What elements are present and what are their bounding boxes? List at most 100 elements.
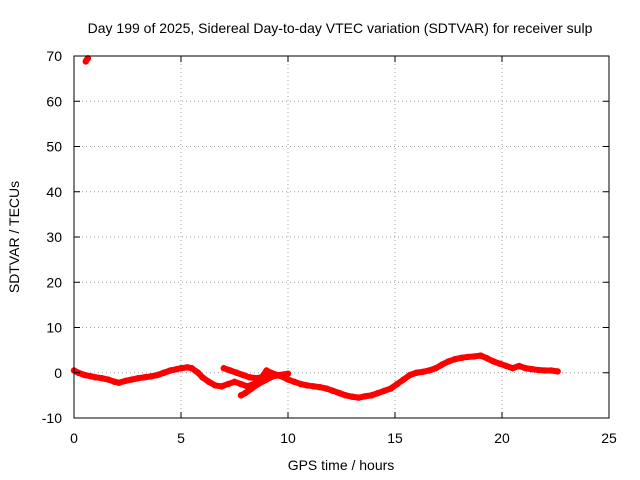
data-point	[393, 380, 401, 388]
y-tick-label: 30	[46, 229, 62, 245]
data-point	[355, 394, 362, 401]
data-point	[147, 373, 155, 380]
data-point	[98, 374, 106, 382]
data-point	[188, 365, 195, 372]
grid-layer	[74, 56, 609, 418]
x-tick-label: 0	[70, 430, 78, 446]
data-point	[503, 362, 510, 370]
data-point	[361, 393, 369, 400]
data-point	[252, 374, 260, 382]
data-point	[84, 55, 92, 62]
data-point	[432, 365, 439, 372]
data-point	[284, 370, 292, 377]
data-point	[413, 369, 420, 376]
data-point	[276, 371, 283, 379]
y-tick-label: 20	[46, 274, 62, 290]
data-point	[342, 392, 349, 399]
data-point	[218, 383, 225, 390]
data-point	[445, 358, 452, 365]
data-point	[470, 353, 478, 360]
data-point	[522, 365, 529, 372]
data-point	[464, 353, 471, 361]
data-point	[115, 379, 123, 386]
data-point	[227, 367, 234, 374]
data-point	[128, 376, 135, 383]
data-point	[406, 371, 414, 379]
tick-layer: 0 5 10 15 20 25 -10 0 10 20 30 40 50 60 70	[42, 48, 617, 446]
data-point	[368, 392, 375, 399]
data-point	[242, 389, 249, 397]
data-point	[122, 377, 129, 385]
data-point	[323, 385, 330, 392]
data-point	[329, 387, 337, 395]
data-point	[205, 378, 213, 385]
y-tick-label: 40	[46, 184, 62, 200]
data-point	[291, 378, 298, 385]
data-point	[535, 366, 542, 374]
data-point	[263, 376, 270, 383]
y-axis-label: SDTVAR / TECUs	[6, 181, 22, 293]
data-point	[349, 393, 356, 400]
data-point	[135, 374, 142, 382]
data-point	[212, 382, 219, 389]
data-point	[490, 358, 497, 365]
data-point	[167, 367, 174, 374]
data-point	[400, 376, 407, 383]
data-point	[509, 365, 516, 372]
data-point	[248, 385, 255, 392]
x-tick-label: 25	[601, 430, 617, 446]
data-point	[154, 371, 161, 379]
data-point	[387, 385, 394, 392]
data-point	[233, 369, 240, 376]
data-point	[177, 365, 185, 372]
data-point	[297, 380, 305, 388]
data-point	[548, 367, 555, 374]
x-axis-label: GPS time / hours	[288, 457, 395, 473]
data-point	[374, 389, 382, 397]
y-tick-label: 0	[54, 365, 62, 381]
x-tick-label: 15	[387, 430, 403, 446]
x-tick-label: 20	[494, 430, 510, 446]
data-point	[92, 374, 99, 381]
data-point	[438, 361, 446, 368]
data-point	[239, 371, 247, 379]
y-tick-label: -10	[42, 410, 62, 426]
data-point	[458, 354, 465, 362]
data-point	[237, 380, 245, 388]
data-point	[199, 374, 206, 381]
y-tick-label: 60	[46, 93, 62, 109]
y-tick-label: 10	[46, 320, 62, 336]
data-point	[269, 373, 277, 380]
data-point	[304, 382, 311, 389]
data-point	[105, 376, 112, 383]
y-tick-label: 50	[46, 139, 62, 155]
data-point	[160, 369, 168, 376]
data-point	[528, 365, 536, 373]
data-point	[81, 371, 88, 379]
data-point	[246, 374, 253, 381]
data-point	[194, 369, 202, 376]
x-tick-label: 10	[280, 430, 296, 446]
data-point	[231, 378, 238, 385]
data-point	[483, 355, 491, 362]
data-point	[381, 387, 388, 395]
data-layer	[70, 55, 561, 401]
data-point	[419, 368, 427, 376]
data-point	[554, 368, 561, 375]
data-point	[310, 383, 317, 390]
data-point	[477, 352, 484, 359]
data-point	[224, 380, 232, 388]
data-point	[284, 376, 292, 383]
data-point	[451, 355, 459, 363]
data-point	[220, 365, 227, 372]
data-point	[336, 389, 343, 397]
y-tick-label: 70	[46, 48, 62, 64]
data-point	[316, 384, 324, 391]
data-point	[515, 362, 523, 370]
data-point	[426, 367, 433, 374]
data-point	[141, 374, 148, 381]
data-point	[541, 367, 548, 374]
data-point	[496, 360, 504, 367]
chart-title: Day 199 of 2025, Sidereal Day-to-day VTE…	[88, 20, 593, 36]
